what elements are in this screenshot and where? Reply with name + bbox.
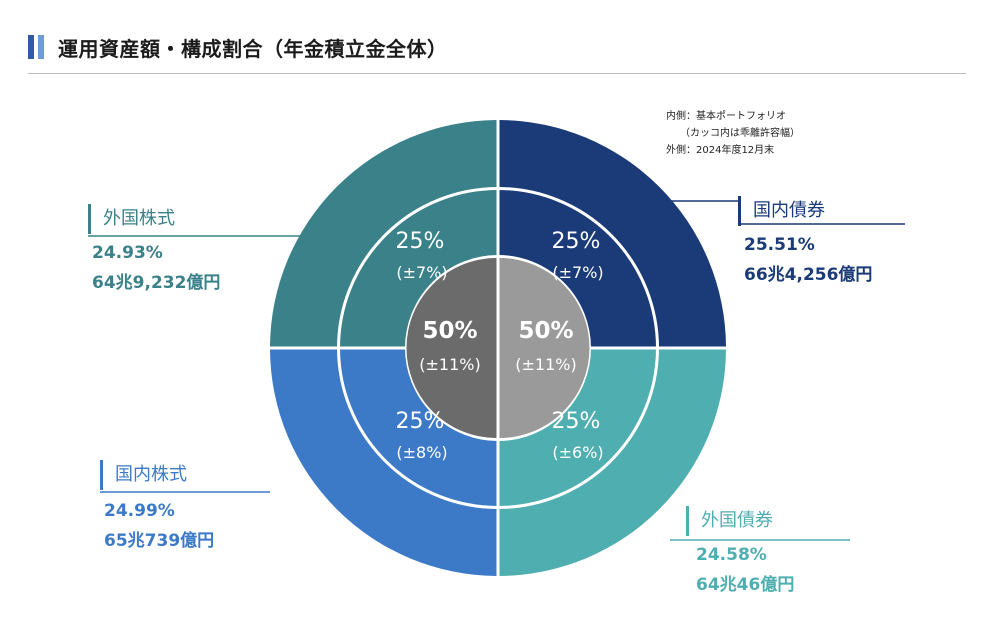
label-foreign-bond-values: 24.58% 64兆46億円	[696, 540, 794, 600]
inner-label-value: 25%	[396, 229, 445, 254]
label-domestic-equity-amt: 65兆739億円	[104, 531, 215, 551]
page-title: 運用資産額・構成割合（年金積立金全体）	[58, 36, 448, 61]
inner-label-range: (±7%)	[396, 263, 447, 282]
label-foreign-equity-values: 24.93% 64兆9,232億円	[92, 238, 220, 298]
chart-note: 内側：基本ポートフォリオ （カッコ内は乖離許容幅） 外側：2024年度12月末	[666, 108, 800, 159]
note-outer: 外側：2024年度12月末	[666, 145, 775, 156]
inner-label-range: (±8%)	[396, 443, 447, 462]
label-domestic-equity-values: 24.99% 65兆739億円	[104, 496, 214, 556]
label-domestic-bond: 国内債券	[738, 196, 825, 226]
label-foreign-equity-amt: 64兆9,232億円	[92, 273, 221, 293]
label-domestic-bond-pct: 25.51%	[744, 235, 815, 255]
inner-label-value: 25%	[552, 409, 601, 434]
title-accent-bar-light	[38, 35, 44, 59]
label-foreign-bond-amt: 64兆46億円	[696, 575, 795, 595]
title-divider	[28, 73, 966, 74]
label-foreign-equity: 外国株式	[88, 204, 175, 234]
label-domestic-equity: 国内株式	[100, 460, 187, 490]
label-domestic-equity-name: 国内株式	[100, 460, 187, 490]
center-slice-left	[406, 258, 497, 438]
inner-label-range: (±6%)	[552, 443, 603, 462]
inner-label-value: 25%	[396, 409, 445, 434]
label-foreign-bond-name: 外国債券	[686, 506, 773, 536]
label-foreign-equity-name: 外国株式	[88, 204, 175, 234]
label-domestic-equity-pct: 24.99%	[104, 501, 175, 521]
page-header: 運用資産額・構成割合（年金積立金全体）	[28, 34, 448, 61]
note-parenthesis: （カッコ内は乖離許容幅）	[680, 128, 800, 139]
label-foreign-equity-pct: 24.93%	[92, 243, 163, 263]
center-label-value: 50%	[422, 318, 477, 344]
center-label-range: (±11%)	[515, 355, 576, 374]
note-inner: 内側：基本ポートフォリオ	[666, 111, 786, 122]
center-label-value: 50%	[518, 318, 573, 344]
inner-label-range: (±7%)	[552, 263, 603, 282]
label-domestic-bond-values: 25.51% 66兆4,256億円	[744, 230, 872, 290]
inner-label-value: 25%	[552, 229, 601, 254]
label-foreign-bond-pct: 24.58%	[696, 545, 767, 565]
label-foreign-bond: 外国債券	[686, 506, 773, 536]
label-domestic-bond-name: 国内債券	[738, 196, 825, 226]
center-label-range: (±11%)	[419, 355, 480, 374]
label-domestic-bond-amt: 66兆4,256億円	[744, 265, 873, 285]
center-slice-right	[499, 258, 590, 438]
title-accent-bar	[28, 35, 34, 59]
inner-ring-divider	[337, 187, 659, 509]
